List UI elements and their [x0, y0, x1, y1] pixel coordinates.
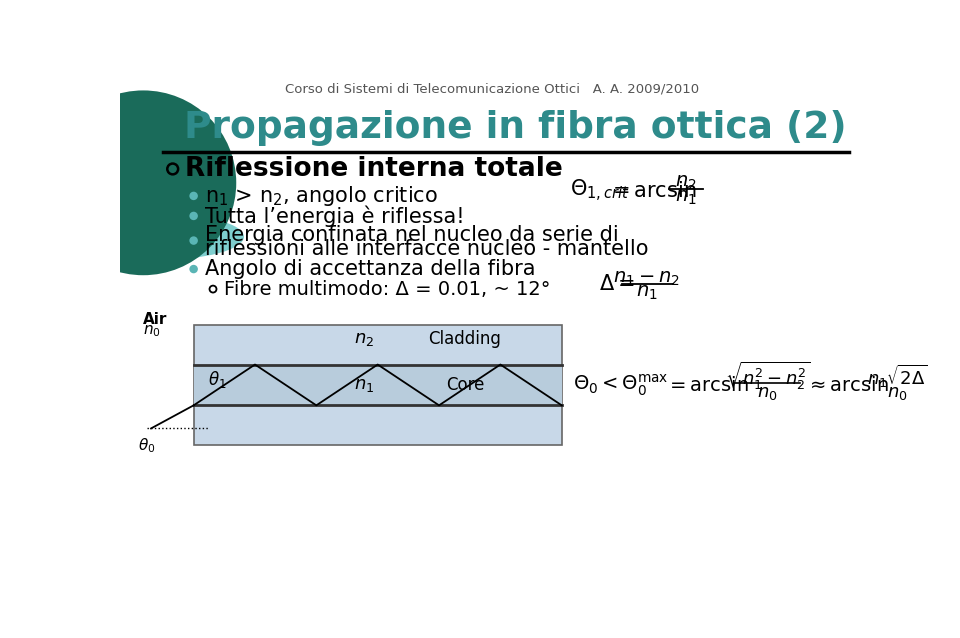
- Text: $\Delta =$: $\Delta =$: [599, 274, 635, 295]
- Text: $\approx \mathrm{arcsin}$: $\approx \mathrm{arcsin}$: [805, 376, 889, 395]
- Text: $= \mathrm{arcsin}$: $= \mathrm{arcsin}$: [609, 181, 697, 200]
- Circle shape: [189, 236, 198, 245]
- Circle shape: [189, 265, 198, 273]
- Circle shape: [189, 212, 198, 220]
- Text: Tutta l’energia è riflessa!: Tutta l’energia è riflessa!: [205, 205, 465, 226]
- Text: Fibre multimodo: Δ = 0.01, ~ 12°: Fibre multimodo: Δ = 0.01, ~ 12°: [224, 279, 550, 299]
- Text: n$_1$ > n$_2$, angolo critico: n$_1$ > n$_2$, angolo critico: [205, 184, 438, 208]
- Circle shape: [189, 191, 198, 200]
- Text: Air: Air: [143, 311, 168, 327]
- Text: $n_1 - n_2$: $n_1 - n_2$: [613, 269, 681, 288]
- Bar: [194, 364, 562, 405]
- Text: $n_2$: $n_2$: [675, 174, 697, 192]
- Text: Cladding: Cladding: [428, 330, 501, 348]
- Text: $n_2$: $n_2$: [354, 330, 374, 348]
- Text: Propagazione in fibra ottica (2): Propagazione in fibra ottica (2): [184, 110, 847, 145]
- Text: $= \mathrm{arcsin}$: $= \mathrm{arcsin}$: [666, 376, 749, 395]
- Text: Riflessione interna totale: Riflessione interna totale: [185, 156, 563, 182]
- Circle shape: [50, 91, 236, 275]
- Text: $\theta_1$: $\theta_1$: [207, 369, 227, 390]
- Text: $n_0$: $n_0$: [887, 384, 907, 402]
- Text: $\theta_0$: $\theta_0$: [138, 436, 156, 455]
- Text: riflessioni alle interfacce nucleo - mantello: riflessioni alle interfacce nucleo - man…: [205, 239, 649, 259]
- Text: Energia confinata nel nucleo da serie di: Energia confinata nel nucleo da serie di: [205, 225, 619, 245]
- Text: $n_1$: $n_1$: [354, 376, 374, 394]
- Text: Angolo di accettanza della fibra: Angolo di accettanza della fibra: [205, 259, 536, 279]
- Bar: [194, 325, 562, 445]
- Text: $n_0$: $n_0$: [143, 323, 161, 339]
- Text: Core: Core: [445, 376, 484, 394]
- Ellipse shape: [74, 214, 244, 260]
- Text: $n_0$: $n_0$: [756, 384, 778, 402]
- Text: $n_1$: $n_1$: [675, 188, 697, 207]
- Text: $\Theta_{1,crit}$: $\Theta_{1,crit}$: [569, 177, 629, 204]
- Text: $\Theta_0 < \Theta_0^{\mathrm{max}}$: $\Theta_0 < \Theta_0^{\mathrm{max}}$: [573, 373, 669, 398]
- Text: $\sqrt{n_1^2 - n_2^2}$: $\sqrt{n_1^2 - n_2^2}$: [725, 360, 809, 392]
- Text: $n_1\sqrt{2\Delta}$: $n_1\sqrt{2\Delta}$: [867, 362, 927, 390]
- Text: $n_1$: $n_1$: [636, 283, 658, 302]
- Text: Corso di Sistemi di Telecomunicazione Ottici   A. A. 2009/2010: Corso di Sistemi di Telecomunicazione Ot…: [285, 83, 699, 96]
